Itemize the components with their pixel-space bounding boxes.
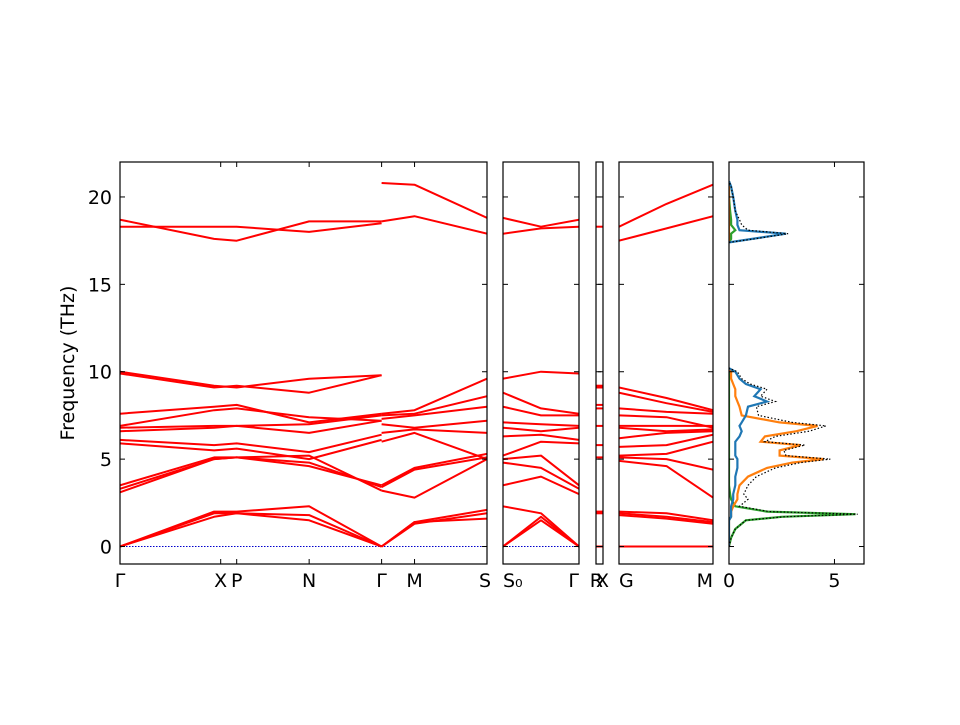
y-axis-label: Frequency (THz)	[57, 286, 79, 441]
band-path1-0-6	[120, 438, 382, 461]
xtick-label-path1-6: S	[479, 570, 491, 592]
ytick-label-4: 20	[88, 187, 112, 209]
xtick-label-path4-0: G	[619, 570, 634, 592]
frame-dos	[728, 161, 865, 565]
band-path2-0-3	[503, 475, 579, 496]
band-path1-0-12	[120, 372, 382, 394]
dos-series-0-part-1	[729, 181, 737, 243]
band-path1-0-11	[120, 403, 382, 424]
dos-series-2-part-1	[729, 180, 787, 244]
band-path1-0-10	[120, 407, 382, 427]
band-path4-0-8	[619, 430, 713, 440]
band-path1-0-2	[120, 505, 383, 548]
band-path1-0-14	[120, 222, 382, 233]
band-path2-0-10	[503, 405, 579, 417]
band-path1-1-9	[381, 405, 487, 420]
panel-path1-content	[120, 182, 487, 548]
xtick-label-path2-0: S₀	[503, 570, 523, 592]
band-path1-1-11	[381, 377, 487, 415]
band-path2-0-9	[503, 421, 579, 427]
band-path2-0-2	[503, 505, 579, 548]
band-path2-0-11	[503, 391, 579, 415]
panel-path3-content	[596, 225, 603, 548]
band-path1-1-1	[381, 517, 487, 548]
xtick-label-path1-0: Γ	[115, 570, 126, 592]
band-path1-1-13	[381, 182, 487, 219]
dos-xtick-label-1: 5	[828, 570, 840, 592]
ytick-label-1: 5	[100, 449, 112, 471]
band-path1-1-10	[381, 395, 487, 417]
ytick-label-3: 15	[88, 274, 112, 296]
band-path4-0-3	[619, 510, 713, 522]
band-path4-0-14	[619, 386, 713, 412]
band-path1-1-6	[381, 431, 487, 461]
xtick-label-path1-1: X	[214, 570, 227, 592]
band-path1-1-3	[381, 458, 487, 499]
frame-path4	[618, 161, 714, 565]
band-path4-0-9	[619, 426, 713, 433]
band-path4-0-5	[619, 456, 713, 471]
dos-total-part-1	[729, 180, 789, 243]
band-path2-0-13	[503, 225, 579, 235]
dos-series-2-part-0	[729, 367, 771, 547]
band-path2-0-14	[503, 216, 579, 228]
band-path4-0-11	[619, 414, 713, 429]
band-path1-1-2	[381, 508, 487, 548]
panel-path2-content	[503, 216, 579, 548]
frame-path3	[595, 161, 604, 565]
band-path2-0-7	[503, 433, 579, 441]
ytick-label-2: 10	[88, 362, 112, 384]
band-path2-0-5	[503, 454, 579, 487]
band-path4-0-13	[619, 391, 713, 413]
panel-path3: XR	[590, 161, 609, 592]
band-path2-0-0	[503, 519, 579, 548]
xtick-label-path1-5: M	[406, 570, 422, 592]
band-path2-0-8	[503, 426, 579, 433]
band-path4-0-2	[619, 512, 713, 524]
band-path4-0-6	[619, 440, 713, 457]
ytick-label-0: 0	[100, 537, 112, 559]
band-path1-0-15	[120, 218, 382, 242]
band-path1-0-9	[120, 414, 382, 429]
dos-xtick-label-0: 0	[723, 570, 735, 592]
band-path2-0-12	[503, 370, 579, 380]
xtick-label-path1-3: N	[302, 570, 316, 592]
band-path1-1-5	[381, 452, 487, 487]
band-path1-0-7	[120, 433, 382, 454]
panel-path4-content	[619, 183, 713, 548]
panel-dos-content	[729, 180, 858, 547]
band-path4-0-4	[619, 459, 713, 499]
band-path4-0-1	[619, 514, 713, 525]
band-path4-0-15	[619, 215, 713, 242]
band-path1-1-4	[381, 456, 487, 488]
band-path4-0-16	[619, 183, 713, 228]
xtick-label-path4-1: M	[697, 570, 713, 592]
band-path1-0-5	[120, 454, 383, 492]
band-path2-0-4	[503, 461, 579, 490]
band-path4-0-7	[619, 433, 713, 448]
band-path1-0-13	[120, 370, 382, 389]
xtick-label-path3-0: X	[596, 570, 609, 592]
band-path2-0-6	[503, 440, 579, 457]
xtick-label-path1-2: P	[231, 570, 242, 592]
xtick-label-path3-1: R	[590, 570, 603, 592]
band-path1-1-8	[381, 419, 487, 429]
band-path1-1-7	[381, 428, 487, 434]
band-path1-0-1	[120, 512, 382, 548]
frame-path1	[119, 161, 488, 565]
band-path1-1-12	[381, 215, 487, 235]
panel-path2: S₀ Γ	[502, 161, 580, 592]
xtick-label-path1-4: Γ	[376, 570, 387, 592]
frame-path2	[502, 161, 580, 565]
band-path4-0-12	[619, 407, 713, 415]
xtick-label-path2-1: Γ	[568, 570, 579, 592]
